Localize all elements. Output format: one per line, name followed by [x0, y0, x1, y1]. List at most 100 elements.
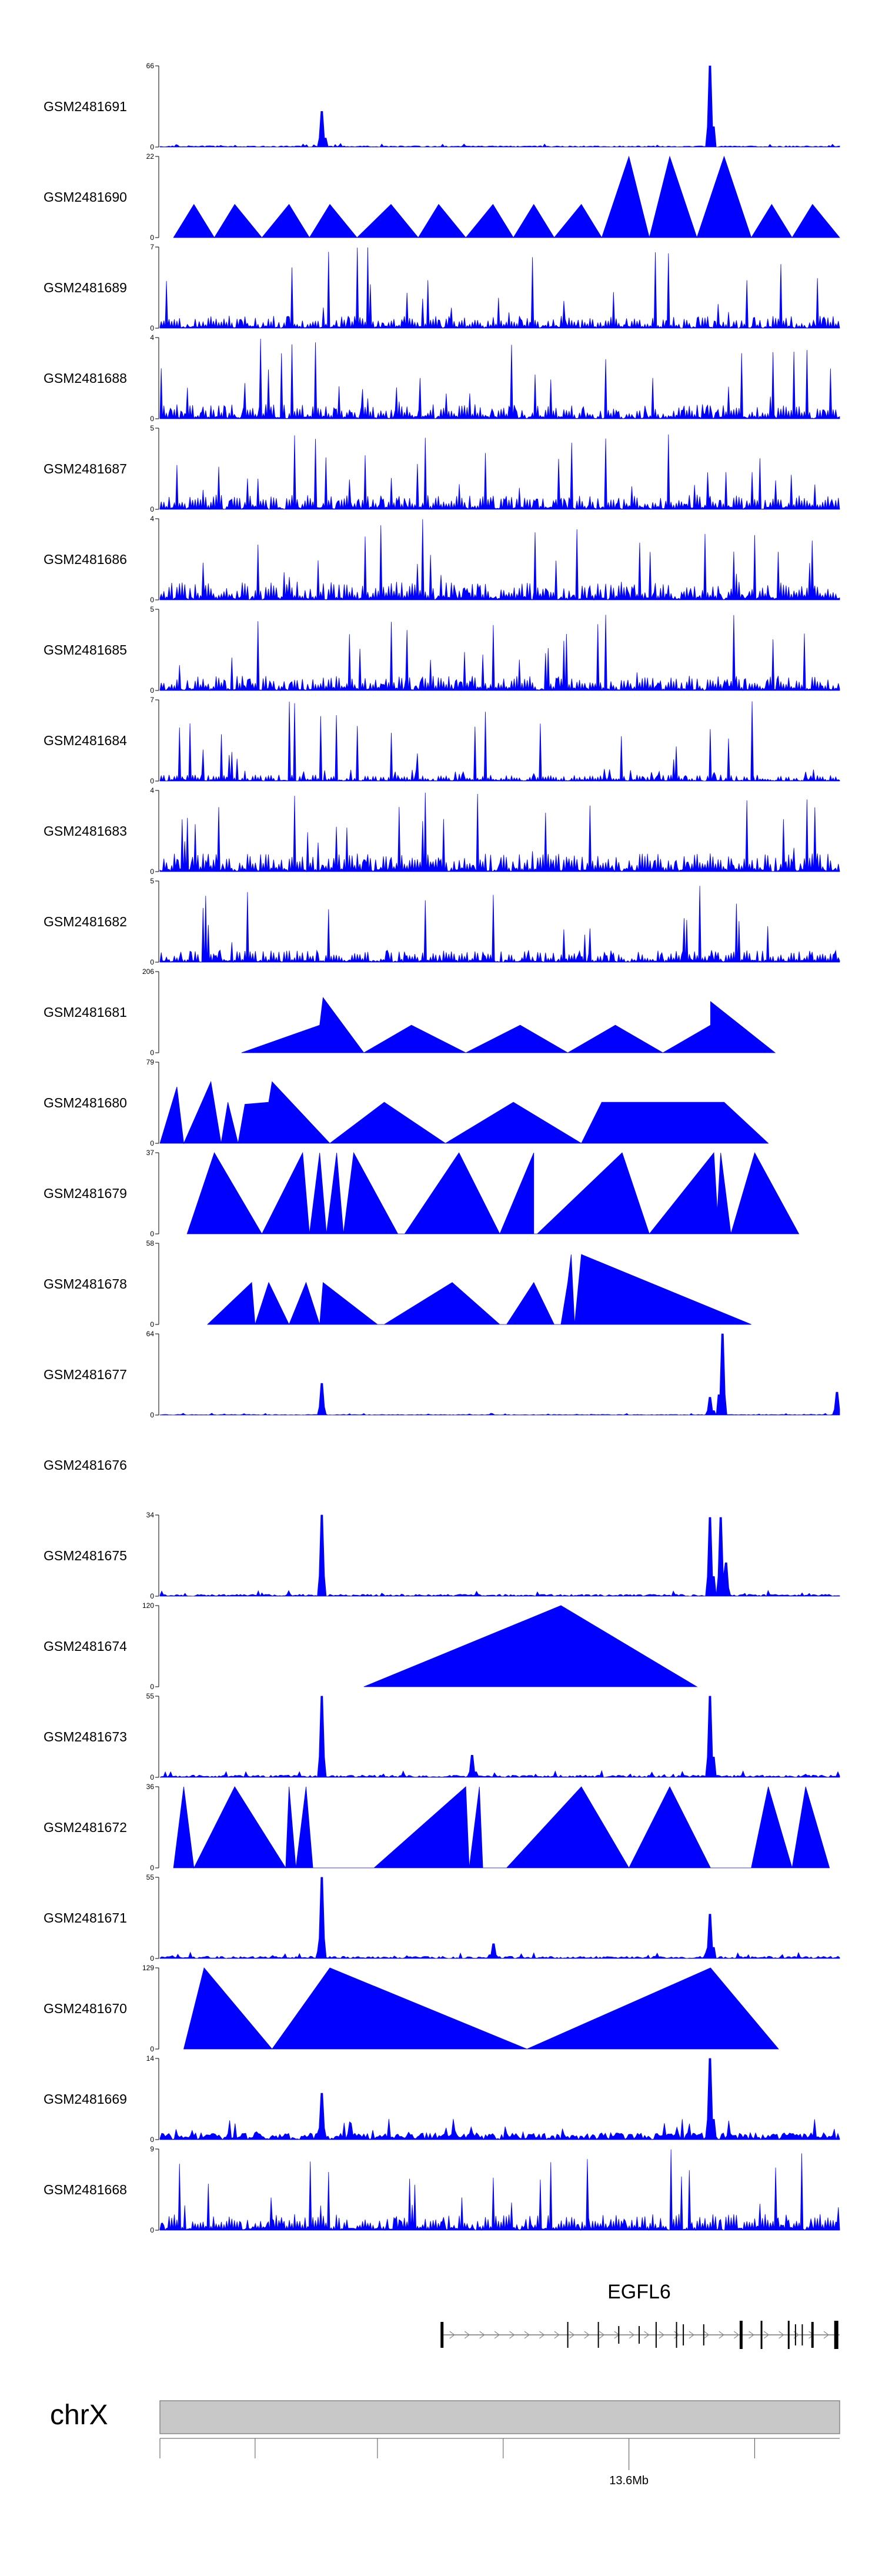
signal-area [241, 997, 776, 1053]
strand-arrow [644, 2331, 650, 2339]
track-label: GSM2481681 [44, 1005, 127, 1020]
y-max-label: 66 [146, 62, 155, 70]
y-max-label: 4 [150, 333, 154, 342]
y-min-label: 0 [150, 596, 154, 604]
track-label: GSM2481671 [44, 1910, 127, 1926]
y-max-label: 79 [146, 1058, 155, 1066]
strand-arrow [464, 2331, 470, 2339]
signal-area [159, 1333, 840, 1416]
strand-arrow [659, 2331, 665, 2339]
strand-arrow [494, 2331, 500, 2339]
y-max-label: 37 [146, 1149, 155, 1157]
signal-area [159, 1696, 840, 1778]
y-min-label: 0 [150, 1049, 154, 1057]
gene-exon [618, 2326, 620, 2344]
strand-arrow [524, 2331, 530, 2339]
track-label: GSM2481687 [44, 461, 127, 476]
track-label: GSM2481668 [44, 2182, 127, 2197]
y-min-label: 0 [150, 2226, 154, 2234]
track: GSM2481676 [44, 1457, 127, 1473]
signal-area [159, 338, 840, 420]
signal-area [159, 2149, 840, 2231]
y-max-label: 7 [150, 243, 154, 251]
gene-exon [655, 2322, 657, 2348]
signal-area [183, 1967, 779, 2050]
track-label: GSM2481689 [44, 280, 127, 295]
strand-arrow [599, 2331, 605, 2339]
y-max-label: 9 [150, 2145, 154, 2153]
track: GSM2481685 5 0 [44, 605, 840, 695]
track: GSM2481690 22 0 [44, 152, 840, 242]
signal-area [159, 1080, 769, 1144]
gene-exon [760, 2321, 763, 2349]
gene-exon [440, 2322, 444, 2348]
track-label: GSM2481675 [44, 1548, 127, 1563]
strand-arrow [674, 2331, 680, 2339]
gene-exon [597, 2322, 599, 2348]
signal-area [159, 1514, 840, 1597]
track-label: GSM2481686 [44, 552, 127, 567]
strand-arrow [449, 2331, 455, 2339]
track: GSM2481668 9 0 [44, 2145, 840, 2234]
track: GSM2481678 58 0 [44, 1239, 751, 1329]
track-label: GSM2481672 [44, 1820, 127, 1835]
strand-arrow [584, 2331, 590, 2339]
chromosome-ideogram-band [159, 2400, 840, 2434]
track-label: GSM2481691 [44, 99, 127, 114]
track-label: GSM2481683 [44, 823, 127, 839]
track: GSM2481683 4 0 [44, 786, 840, 876]
track: GSM2481691 66 0 [44, 62, 840, 151]
signal-area [173, 155, 840, 239]
gene-exon [794, 2324, 796, 2345]
track-label: GSM2481680 [44, 1095, 127, 1110]
track: GSM2481674 120 0 [44, 1601, 698, 1691]
chromosome-label: chrX [50, 2400, 108, 2431]
track: GSM2481682 5 0 [44, 877, 840, 966]
track-label: GSM2481682 [44, 914, 127, 929]
gene-exon [683, 2324, 684, 2345]
signal-area [159, 2058, 840, 2140]
signal-area [186, 1152, 800, 1234]
strand-arrow [823, 2331, 829, 2339]
track: GSM2481688 4 0 [44, 333, 840, 423]
y-max-label: 4 [150, 515, 154, 523]
y-min-label: 0 [150, 233, 154, 242]
gene-exon [567, 2322, 569, 2348]
y-min-label: 0 [150, 1683, 154, 1691]
signal-area [159, 1877, 840, 1959]
gene-exon [676, 2322, 677, 2348]
y-min-label: 0 [150, 1592, 154, 1600]
gene-exon [787, 2321, 790, 2349]
strand-arrow [539, 2331, 545, 2339]
y-max-label: 64 [146, 1330, 155, 1338]
y-min-label: 0 [150, 2135, 154, 2144]
strand-arrow [749, 2331, 754, 2339]
strand-arrow [704, 2331, 710, 2339]
track-label: GSM2481684 [44, 733, 127, 748]
track: GSM2481689 7 0 [44, 243, 840, 332]
signal-area [159, 886, 840, 963]
gene-exon [638, 2326, 640, 2344]
strand-arrow [719, 2331, 724, 2339]
y-max-label: 36 [146, 1783, 155, 1791]
y-min-label: 0 [150, 505, 154, 513]
signal-area [159, 434, 840, 510]
y-max-label: 58 [146, 1239, 155, 1247]
y-min-label: 0 [150, 686, 154, 695]
y-max-label: 129 [142, 1964, 154, 1972]
chromosome-axis: chrX 13.6Mb [50, 2400, 840, 2487]
track: GSM2481672 36 0 [44, 1783, 830, 1872]
strand-arrow [509, 2331, 515, 2339]
track: GSM2481687 5 0 [44, 424, 840, 513]
strand-arrow [479, 2331, 485, 2339]
signal-area [159, 615, 840, 692]
track-label: GSM2481677 [44, 1367, 127, 1382]
track: GSM2481684 7 0 [44, 696, 840, 785]
y-min-label: 0 [150, 1320, 154, 1329]
genome-axis-tick-label: 13.6Mb [609, 2474, 649, 2487]
data-tracks: GSM2481691660GSM2481690220GSM248168970GS… [44, 62, 840, 2234]
gene-exon [834, 2321, 838, 2349]
signal-area [159, 519, 840, 601]
track-label: GSM2481669 [44, 2091, 127, 2107]
